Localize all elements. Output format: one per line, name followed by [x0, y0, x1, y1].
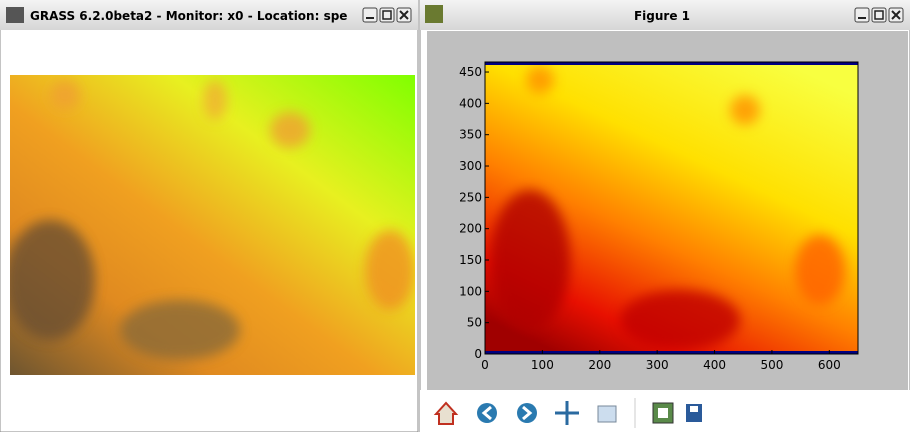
- x-tick-label: 200: [588, 358, 611, 372]
- title-bar: [0, 0, 418, 30]
- elevation-map: [10, 75, 415, 375]
- y-tick-label: 150: [459, 253, 482, 267]
- axes-frame: [484, 61, 859, 355]
- x-tick-label: 300: [646, 358, 669, 372]
- y-tick-label: 400: [459, 96, 482, 110]
- y-tick-label: 200: [459, 222, 482, 236]
- toolbar-buttons[interactable]: [433, 398, 702, 428]
- x-tick-label: 500: [760, 358, 783, 372]
- app-icon: [425, 5, 443, 23]
- x-tick-label: 100: [531, 358, 554, 372]
- y-tick-label: 50: [467, 316, 482, 330]
- heatmap-image: [485, 62, 858, 354]
- y-tick-label: 300: [459, 159, 482, 173]
- window-title: GRASS 6.2.0beta2 - Monitor: x0 - Locatio…: [30, 9, 347, 23]
- y-tick-label: 450: [459, 65, 482, 79]
- x-tick-label: 600: [818, 358, 841, 372]
- y-tick-label: 100: [459, 284, 482, 298]
- x-tick-label: 400: [703, 358, 726, 372]
- x-tick-label: 0: [481, 358, 489, 372]
- y-tick-label: 0: [474, 347, 482, 361]
- y-tick-label: 250: [459, 190, 482, 204]
- app-icon: [6, 7, 24, 23]
- window-buttons[interactable]: [362, 7, 412, 23]
- y-tick-label: 350: [459, 128, 482, 142]
- title-bar: [420, 0, 910, 30]
- window-buttons[interactable]: [854, 7, 904, 23]
- window-title: Figure 1: [634, 9, 690, 23]
